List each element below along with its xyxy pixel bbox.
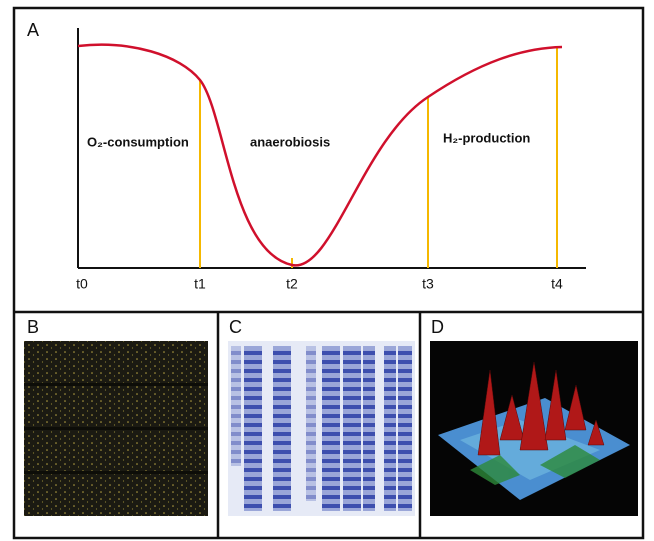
surface-valleys bbox=[470, 445, 600, 485]
time-label: t0 bbox=[76, 276, 88, 292]
curve bbox=[77, 43, 563, 267]
panel-label: C bbox=[229, 317, 242, 337]
outer-frame bbox=[12, 6, 645, 540]
time-markers bbox=[199, 47, 558, 268]
time-label: t1 bbox=[194, 276, 206, 292]
phase-label: H₂-production bbox=[443, 130, 530, 145]
gel-lanes bbox=[231, 346, 412, 511]
panel-label: B bbox=[27, 317, 39, 337]
time-label: t2 bbox=[286, 276, 298, 292]
array-gaps bbox=[24, 383, 208, 474]
panel-label: D bbox=[431, 317, 444, 337]
panel-label: A bbox=[27, 20, 39, 40]
phase-label: O₂-consumption bbox=[87, 134, 189, 149]
surface-peaks bbox=[477, 361, 605, 456]
time-label: t3 bbox=[422, 276, 434, 292]
time-label: t4 bbox=[551, 276, 563, 292]
phase-label: anaerobiosis bbox=[250, 134, 330, 149]
